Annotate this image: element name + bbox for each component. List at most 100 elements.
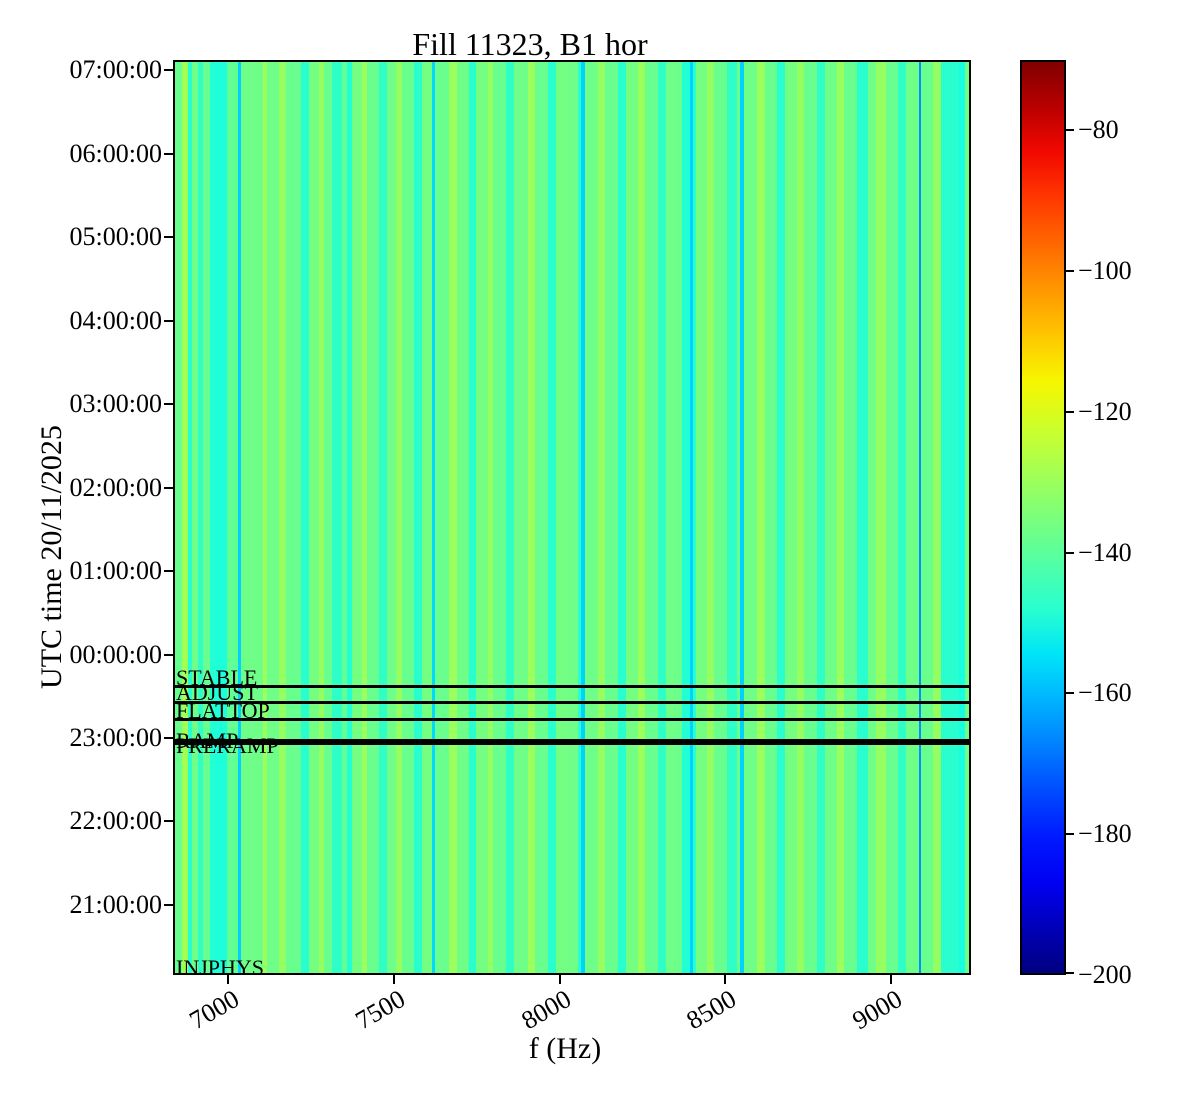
y-tick-mark: [164, 403, 173, 406]
heatmap-column: [856, 62, 868, 973]
y-tick-mark: [164, 737, 173, 739]
heatmap-column: [959, 62, 966, 973]
heatmap-column: [332, 62, 343, 973]
y-tick-mark: [164, 236, 173, 239]
heatmap-column: [493, 62, 507, 973]
colorbar-tick-mark: [1066, 129, 1074, 132]
y-tick-mark: [164, 820, 173, 823]
y-tick-mark: [164, 486, 173, 489]
heatmap-plot-area: INJPHYS PRERAMP RAMP FLATTOP ADJUST STABLE: [173, 60, 971, 975]
colorbar-tick-label: −120: [1078, 396, 1132, 426]
heatmap-column: [240, 62, 263, 973]
heatmap-column: [319, 62, 325, 973]
y-tick-mark: [164, 152, 173, 155]
heatmap-column: [796, 62, 804, 973]
heatmap-column: [556, 62, 569, 973]
heatmap-column: [175, 62, 182, 973]
colorbar: [1020, 60, 1066, 975]
heatmap-column: [488, 62, 494, 973]
y-tick-mark: [164, 903, 173, 906]
heatmap-column: [568, 62, 578, 973]
heatmap-column: [528, 62, 536, 973]
y-tick-label: 03:00:00: [69, 389, 162, 419]
heatmap-column: [577, 62, 581, 973]
heatmap-column: [965, 62, 969, 973]
y-tick-mark: [164, 653, 173, 656]
heatmap-column: [237, 62, 241, 973]
beam-mode-label: INJPHYS: [176, 955, 265, 975]
heatmap-column: [757, 62, 766, 973]
heatmap-column: [744, 62, 758, 973]
heatmap-column: [803, 62, 817, 973]
colorbar-tick-label: −200: [1078, 960, 1132, 989]
y-tick-label: 07:00:00: [69, 55, 162, 85]
heatmap-column: [584, 62, 598, 973]
heatmap-column: [309, 62, 320, 973]
heatmap-column: [395, 62, 402, 973]
heatmap-column: [867, 62, 877, 973]
y-tick-label: 06:00:00: [69, 138, 162, 168]
colorbar-tick-mark: [1066, 270, 1074, 273]
y-tick-label: 21:00:00: [69, 889, 162, 919]
heatmap-column: [898, 62, 907, 973]
beam-mode-label: RAMP: [176, 727, 239, 753]
y-tick-mark: [164, 69, 173, 72]
heatmap-column: [682, 62, 691, 973]
heatmap-column: [657, 62, 666, 973]
beam-mode-line: [175, 742, 969, 746]
heatmap-column: [625, 62, 638, 973]
heatmap-column: [279, 62, 287, 973]
heatmap-column: [197, 62, 203, 973]
heatmap-column: [765, 62, 777, 973]
heatmap-column: [216, 62, 227, 973]
heatmap-column: [266, 62, 280, 973]
x-tick-mark: [890, 975, 893, 984]
heatmap-column: [707, 62, 715, 973]
heatmap-column: [535, 62, 549, 973]
beam-mode-label: FLATTOP: [176, 697, 270, 723]
heatmap-column: [187, 62, 192, 973]
heatmap-column: [886, 62, 899, 973]
heatmap-column: [604, 62, 618, 973]
heatmap-column: [514, 62, 529, 973]
y-tick-label: 05:00:00: [69, 222, 162, 252]
heatmap-column: [421, 62, 432, 973]
colorbar-tick-mark: [1066, 410, 1074, 413]
heatmap-column: [836, 62, 844, 973]
colorbar-tick-mark: [1066, 833, 1074, 836]
heatmap-column: [727, 62, 738, 973]
beam-mode-line: [175, 685, 969, 689]
heatmap-column: [202, 62, 210, 973]
heatmap-column: [476, 62, 489, 973]
heatmap-column: [776, 62, 785, 973]
heatmap-column: [690, 62, 694, 973]
heatmap-column: [324, 62, 333, 973]
heatmap-column: [843, 62, 857, 973]
heatmap-column: [209, 62, 217, 973]
heatmap-column: [580, 62, 585, 973]
heatmap-column: [617, 62, 626, 973]
heatmap-column: [262, 62, 267, 973]
heatmap-column: [352, 62, 363, 973]
heatmap-column: [347, 62, 353, 973]
colorbar-tick-label: −180: [1078, 819, 1132, 849]
heatmap-column: [468, 62, 477, 973]
y-tick-mark: [164, 319, 173, 322]
y-tick-label: 04:00:00: [69, 305, 162, 335]
heatmap-column: [677, 62, 683, 973]
y-tick-label: 23:00:00: [69, 723, 162, 752]
y-tick-mark: [164, 570, 173, 573]
heatmap-column: [413, 62, 422, 973]
heatmap-column: [816, 62, 825, 973]
heatmap-column: [933, 62, 942, 973]
colorbar-tick-label: −140: [1078, 537, 1132, 567]
heatmap-column: [434, 62, 449, 973]
y-tick-label: 02:00:00: [69, 472, 162, 502]
heatmap-column: [824, 62, 837, 973]
heatmap-column: [696, 62, 708, 973]
heatmap-column: [597, 62, 605, 973]
beam-mode-line: [175, 739, 969, 743]
colorbar-tick-mark: [1066, 692, 1074, 695]
x-tick-mark: [392, 975, 395, 984]
heatmap-column: [448, 62, 457, 973]
